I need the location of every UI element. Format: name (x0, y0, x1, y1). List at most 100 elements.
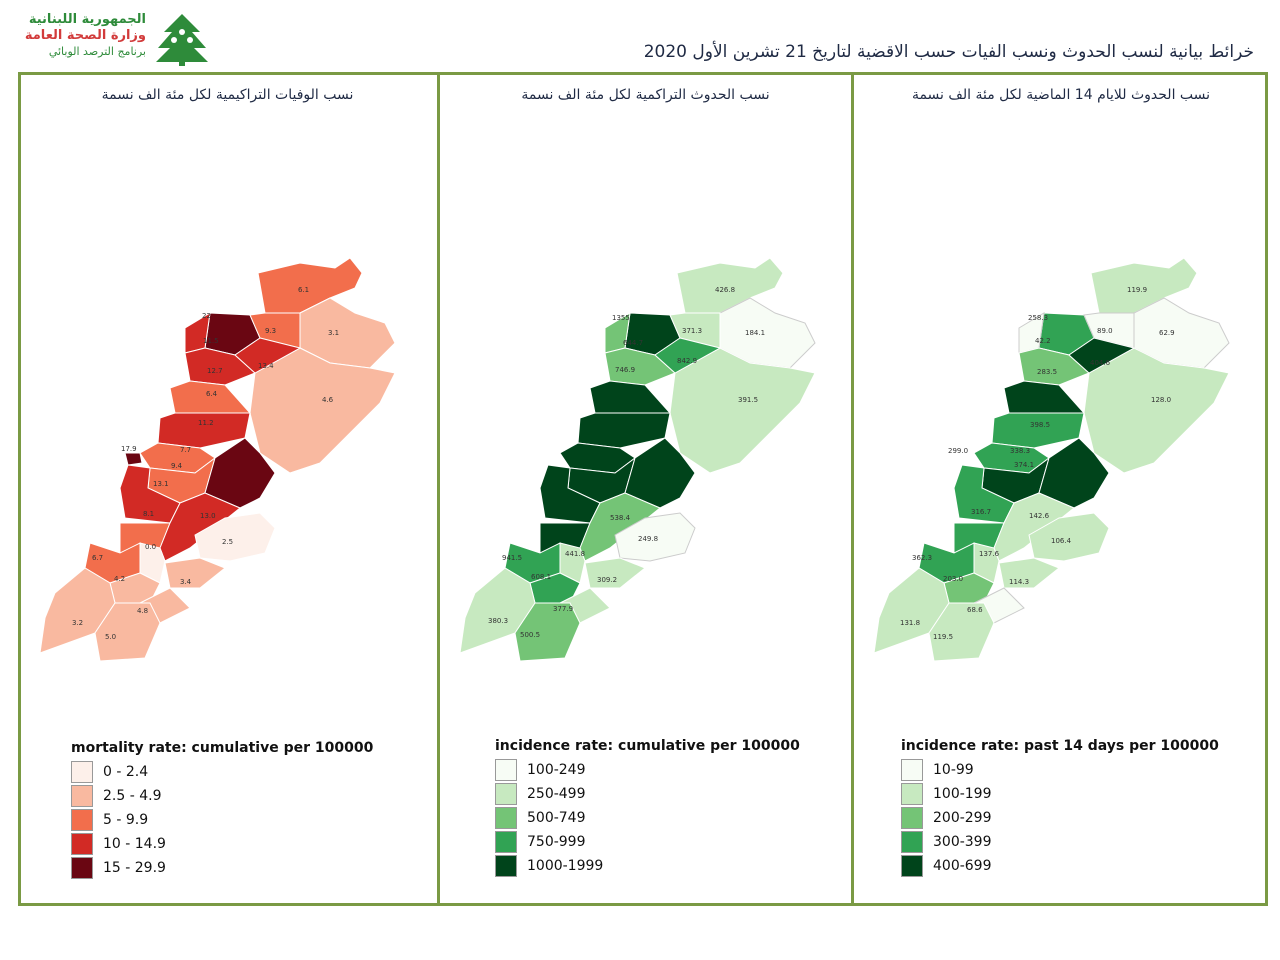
legend-label: 1000-1999 (527, 858, 604, 874)
mortality-value-label: 3.4 (180, 578, 192, 586)
recent-incidence-map: 119.9 258.3 42.2 89.0 62.9 283.5 404.6 1… (873, 257, 1230, 662)
legend-item: 5 - 9.9 (71, 808, 373, 832)
legend-label: 0 - 2.4 (103, 764, 149, 780)
legend-label: 10 - 14.9 (103, 836, 166, 852)
mortality-legend-title: mortality rate: cumulative per 100000 (71, 740, 374, 756)
recent-value-label: 119.5 (933, 633, 953, 641)
legend-label: 300-399 (933, 834, 992, 850)
mortality-panel: نسب الوفيات التراكيمية لكل مئة الف نسمة (21, 75, 434, 903)
legend-label: 100-199 (933, 786, 992, 802)
district-zgharta (249, 312, 301, 349)
recent-incidence-panel: نسب الحدوث للايام 14 الماضية لكل مئة الف… (851, 75, 1268, 903)
cumulative-value-label: 842.9 (677, 357, 697, 365)
cumulative-value-label: 391.5 (738, 396, 758, 404)
district-batroun (1003, 380, 1086, 414)
cedar-logo-icon (156, 14, 208, 66)
cumulative-value-label: 538.4 (610, 514, 631, 522)
district-bint-jbeil (94, 602, 161, 662)
mortality-value-label: 9.4 (171, 462, 183, 470)
cumulative-value-label: 249.8 (638, 535, 658, 543)
district-baalbek (249, 347, 396, 474)
recent-value-label: 128.0 (1151, 396, 1171, 404)
legend-swatch (901, 759, 923, 781)
mortality-value-label: 5.0 (105, 633, 116, 641)
recent-value-label: 137.6 (979, 550, 1000, 558)
recent-value-label: 89.0 (1097, 327, 1113, 335)
district-rashaya (614, 512, 696, 562)
mortality-value-label: 12.7 (207, 367, 223, 375)
cumulative-value-label: 426.8 (715, 286, 735, 294)
legend-label: 5 - 9.9 (103, 812, 149, 828)
mortality-value-label: 6.4 (206, 390, 218, 398)
district-jbeil (991, 412, 1085, 449)
mortality-value-label: 7.7 (180, 446, 191, 454)
legend-label: 100-249 (527, 762, 586, 778)
district-bcharre (1068, 337, 1136, 374)
district-akkar (257, 257, 363, 314)
mortality-value-label: 4.8 (137, 607, 148, 615)
recent-value-label: 362.3 (912, 554, 932, 562)
legend-label: 15 - 29.9 (103, 860, 166, 876)
legend-label: 500-749 (527, 810, 586, 826)
district-bint-jbeil (928, 602, 995, 662)
mortality-value-label: 9.3 (265, 327, 276, 335)
cumulative-incidence-map: 426.8 1355 371.3 184.1 644.7 842.9 746.9… (459, 257, 816, 662)
mortality-legend: mortality rate: cumulative per 100000 0 … (71, 740, 373, 880)
recent-value-label: 62.9 (1159, 329, 1175, 337)
recent-panel-title: نسب الحدوث للايام 14 الماضية لكل مئة الف… (911, 87, 1211, 103)
district-beirut (124, 452, 143, 466)
recent-value-label: 114.3 (1009, 578, 1029, 586)
mortality-value-label: 13.1 (153, 480, 169, 488)
cumulative-incidence-panel: نسب الحدوث التراكمية لكل مئة الف نسمة (437, 75, 851, 903)
district-baalbek (669, 347, 816, 474)
legend-item: 300-399 (901, 830, 1219, 854)
district-hasbaya (584, 557, 646, 589)
recent-value-label: 374.1 (1014, 461, 1034, 469)
cumulative-value-label: 608.1 (531, 573, 551, 581)
legend-swatch (495, 831, 517, 853)
legend-swatch (901, 855, 923, 877)
ministry-logo-text: الجمهورية اللبنانية وزارة الصحة العامة ب… (18, 12, 146, 60)
recent-value-label: 68.6 (967, 606, 983, 614)
cumulative-value-label: 500.5 (520, 631, 540, 639)
legend-swatch (901, 807, 923, 829)
logo-line-republic: الجمهورية اللبنانية (28, 12, 146, 27)
mortality-value-label: 6.7 (92, 554, 103, 562)
mortality-value-label: 6.1 (298, 286, 309, 294)
legend-swatch (71, 761, 93, 783)
mortality-value-label: 22 (202, 312, 211, 320)
recent-value-label: 42.2 (1035, 337, 1051, 345)
mortality-value-label: 8.1 (143, 510, 154, 518)
district-hasbaya (164, 557, 226, 589)
legend-label: 250-499 (527, 786, 586, 802)
legend-item: 2.5 - 4.9 (71, 784, 373, 808)
legend-item: 0 - 2.4 (71, 760, 373, 784)
mortality-map: 6.1 22 9.3 3.1 11.5 13.4 12.7 4.6 6.4 11… (39, 257, 396, 662)
maps-frame (18, 72, 1268, 906)
legend-swatch (71, 857, 93, 879)
recent-value-label: 283.5 (1037, 368, 1057, 376)
legend-item: 100-199 (901, 782, 1219, 806)
recent-legend-title: incidence rate: past 14 days per 100000 (901, 738, 1219, 754)
legend-item: 250-499 (495, 782, 800, 806)
district-batroun (589, 380, 672, 414)
mortality-value-label: 3.1 (328, 329, 339, 337)
recent-value-label: 119.9 (1127, 286, 1147, 294)
legend-swatch (495, 783, 517, 805)
cumulative-value-label: 377.9 (553, 605, 573, 613)
header: الجمهورية اللبنانية وزارة الصحة العامة ب… (0, 0, 1280, 72)
district-west-bekaa (993, 492, 1075, 562)
legend-swatch (71, 833, 93, 855)
mortality-value-label: 2.5 (222, 538, 233, 546)
legend-item: 200-299 (901, 806, 1219, 830)
recent-value-label: 258.3 (1028, 314, 1048, 322)
recent-value-label: 131.8 (900, 619, 920, 627)
legend-swatch (71, 785, 93, 807)
legend-label: 200-299 (933, 810, 992, 826)
cumulative-panel-title: نسب الحدوث التراكمية لكل مئة الف نسمة (521, 87, 770, 103)
legend-swatch (495, 759, 517, 781)
cumulative-value-label: 441.8 (565, 550, 585, 558)
recent-value-label: 404.6 (1090, 359, 1111, 367)
legend-item: 100-249 (495, 758, 800, 782)
recent-value-label: 398.5 (1030, 421, 1050, 429)
